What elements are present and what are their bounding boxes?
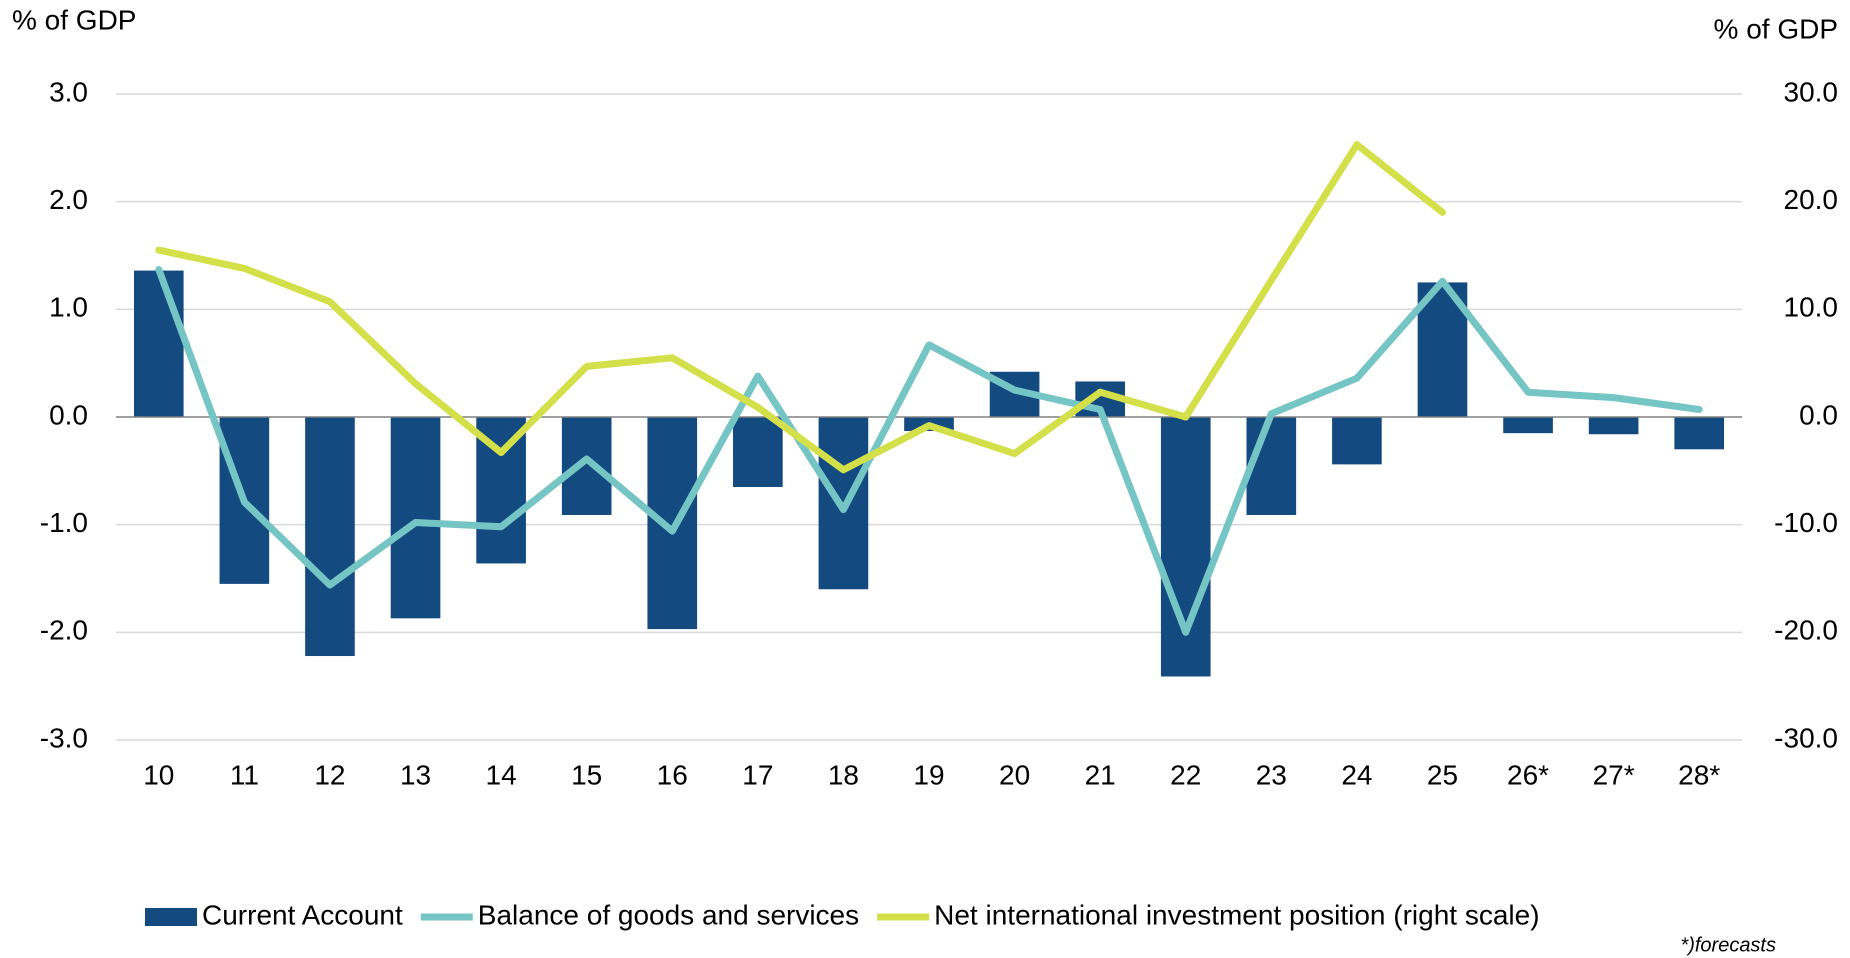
- y2-axis-title: % of GDP: [1714, 13, 1838, 44]
- y-tick-label: -3.0: [40, 722, 88, 753]
- bar: [1246, 417, 1297, 515]
- y2-tick-label: -20.0: [1774, 615, 1838, 646]
- y-tick-label: -2.0: [40, 615, 88, 646]
- x-tick-label: 10: [143, 759, 174, 790]
- x-tick-label: 20: [999, 759, 1030, 790]
- bar: [733, 417, 783, 487]
- bar: [647, 417, 698, 630]
- x-tick-label: 27*: [1593, 759, 1635, 790]
- legend-swatch: [145, 908, 197, 926]
- y2-tick-label: -10.0: [1774, 507, 1838, 538]
- x-tick-label: 21: [1085, 759, 1116, 790]
- y2-tick-label: 10.0: [1784, 292, 1839, 323]
- bar: [1503, 417, 1553, 434]
- bar: [133, 270, 184, 417]
- y-axis-title: % of GDP: [12, 4, 136, 35]
- x-tick-label: 16: [657, 759, 688, 790]
- bar: [1160, 417, 1211, 677]
- x-tick-label: 17: [742, 759, 773, 790]
- legend-label: Net international investment position (r…: [934, 899, 1539, 930]
- x-tick-label: 28*: [1678, 759, 1720, 790]
- x-tick-label: 24: [1341, 759, 1372, 790]
- y-tick-label: 3.0: [49, 76, 88, 107]
- y2-tick-label: 0.0: [1799, 399, 1838, 430]
- y-tick-label: 2.0: [49, 184, 88, 215]
- bar: [1332, 417, 1382, 465]
- x-tick-label: 13: [400, 759, 431, 790]
- y2-tick-label: 20.0: [1784, 184, 1839, 215]
- legend-label: Current Account: [202, 899, 403, 930]
- x-tick-label: 22: [1170, 759, 1201, 790]
- x-tick-label: 14: [486, 759, 517, 790]
- legend-label: Balance of goods and services: [478, 899, 859, 930]
- x-tick-label: 23: [1256, 759, 1287, 790]
- line: [155, 141, 1446, 474]
- x-tick-label: 18: [828, 759, 859, 790]
- y-tick-label: 1.0: [49, 292, 88, 323]
- y2-tick-label: 30.0: [1784, 76, 1839, 107]
- x-tick-label: 11: [230, 759, 259, 790]
- line: [155, 266, 1703, 636]
- x-tick-label: 12: [314, 759, 345, 790]
- bar: [1674, 417, 1725, 450]
- y2-tick-label: -30.0: [1774, 722, 1838, 753]
- x-tick-label: 25: [1427, 759, 1458, 790]
- x-tick-label: 26*: [1507, 759, 1549, 790]
- note: *)forecasts: [1680, 934, 1776, 956]
- bar: [390, 417, 441, 619]
- bar: [561, 417, 612, 515]
- x-tick-label: 19: [913, 759, 944, 790]
- y-tick-label: -1.0: [40, 507, 88, 538]
- x-tick-label: 15: [571, 759, 602, 790]
- y-tick-label: 0.0: [49, 399, 88, 430]
- bar: [305, 417, 355, 657]
- bar: [1588, 417, 1639, 435]
